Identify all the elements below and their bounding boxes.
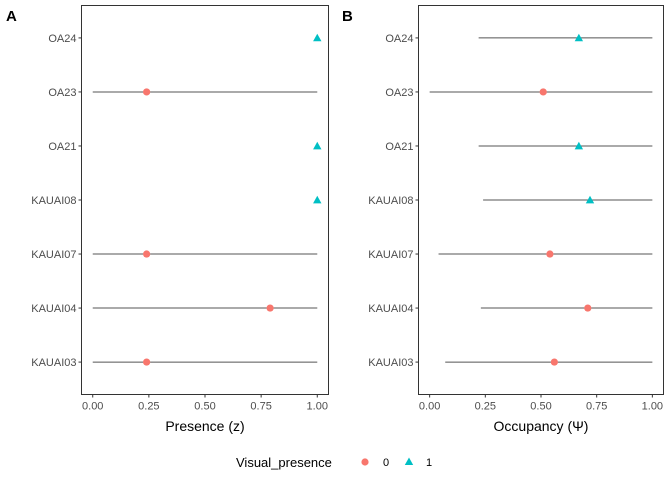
panel-a-x-tick-label: 1.00 bbox=[307, 401, 328, 413]
legend: Visual_presence 0 1 bbox=[236, 455, 432, 470]
panel-a-y-tick-label: KAUAI07 bbox=[31, 249, 76, 261]
panel-a-x-tick-label: 0.75 bbox=[250, 401, 271, 413]
panel-b-tag: B bbox=[342, 8, 353, 25]
panel-a-y-tick-labels: KAUAI03 KAUAI04 KAUAI07 KAUAI08 OA21 OA23 OA24 bbox=[31, 33, 82, 369]
panel-a-point-circle bbox=[266, 304, 274, 312]
panel-b-points bbox=[539, 33, 595, 366]
panel-b-point-triangle bbox=[574, 33, 584, 42]
panel-b-point-circle bbox=[550, 358, 558, 366]
panel-b-y-tick-label: OA21 bbox=[385, 141, 413, 153]
panel-b-y-tick-label: KAUAI07 bbox=[368, 249, 413, 261]
panel-a-point-circle bbox=[143, 250, 151, 258]
panel-a-tag: A bbox=[6, 8, 17, 25]
panel-b-y-tick-label: OA23 bbox=[385, 87, 413, 99]
panel-a-point-circle bbox=[143, 88, 151, 96]
panel-b-x-tick-label: 0.00 bbox=[419, 401, 440, 413]
panel-b-x-ticks: 0.00 0.25 0.50 0.75 1.00 bbox=[419, 394, 663, 413]
panel-b-x-tick-label: 0.50 bbox=[530, 401, 551, 413]
panel-a-x-ticks: 0.00 0.25 0.50 0.75 1.00 bbox=[82, 394, 328, 413]
panel-a-y-tick-label: OA21 bbox=[48, 141, 76, 153]
panel-b-y-tick-labels: KAUAI03 KAUAI04 KAUAI07 KAUAI08 OA21 OA23 OA24 bbox=[368, 33, 419, 369]
panel-b-x-tick-label: 0.25 bbox=[475, 401, 496, 413]
panel-a: A KAUAI03 KAUAI04 KAUAI07 KAUAI08 OA21 OA23 OA… bbox=[6, 5, 329, 434]
panel-a-border bbox=[81, 5, 329, 395]
panel-b: B KAUAI03 KAUAI04 KAUAI07 KAUAI08 OA21 OA23 OA… bbox=[342, 5, 664, 434]
panel-a-point-triangle bbox=[313, 195, 322, 204]
panel-b-y-tick-label: OA24 bbox=[385, 33, 413, 45]
panel-a-point-triangle bbox=[313, 33, 322, 42]
panel-a-point-circle bbox=[143, 358, 151, 366]
panel-b-point-circle bbox=[584, 304, 592, 312]
panel-b-y-tick-label: KAUAI08 bbox=[368, 195, 413, 207]
panel-b-border bbox=[418, 5, 664, 395]
legend-key-1-triangle-icon bbox=[404, 457, 414, 465]
panel-a-y-tick-label: OA23 bbox=[48, 87, 76, 99]
panel-a-y-tick-label: KAUAI03 bbox=[31, 357, 76, 369]
panel-a-x-tick-label: 0.50 bbox=[194, 401, 215, 413]
panel-b-y-tick-label: KAUAI04 bbox=[368, 303, 413, 315]
panel-b-point-triangle bbox=[585, 195, 595, 204]
legend-key-0-circle-icon bbox=[361, 458, 369, 466]
panel-a-x-tick-label: 0.00 bbox=[82, 401, 103, 413]
legend-label-1: 1 bbox=[426, 457, 432, 469]
panel-b-point-circle bbox=[546, 250, 554, 258]
panel-b-point-triangle bbox=[574, 141, 584, 150]
panel-b-x-tick-label: 1.00 bbox=[642, 401, 663, 413]
panel-a-point-triangle bbox=[313, 141, 322, 150]
panel-b-x-tick-label: 0.75 bbox=[586, 401, 607, 413]
panel-a-y-tick-label: OA24 bbox=[48, 33, 76, 45]
panel-a-x-tick-label: 0.25 bbox=[138, 401, 159, 413]
panel-a-y-tick-label: KAUAI04 bbox=[31, 303, 76, 315]
panel-a-y-tick-label: KAUAI08 bbox=[31, 195, 76, 207]
legend-title: Visual_presence bbox=[236, 455, 332, 470]
panel-a-ranges bbox=[92, 91, 318, 363]
panel-a-x-axis-title: Presence (z) bbox=[165, 418, 244, 434]
legend-label-0: 0 bbox=[383, 457, 389, 469]
panel-b-y-tick-label: KAUAI03 bbox=[368, 357, 413, 369]
panel-b-point-circle bbox=[539, 88, 547, 96]
panel-b-ranges bbox=[429, 37, 653, 363]
panel-a-points bbox=[143, 33, 322, 366]
panel-b-x-axis-title: Occupancy (Ψ) bbox=[494, 418, 589, 434]
